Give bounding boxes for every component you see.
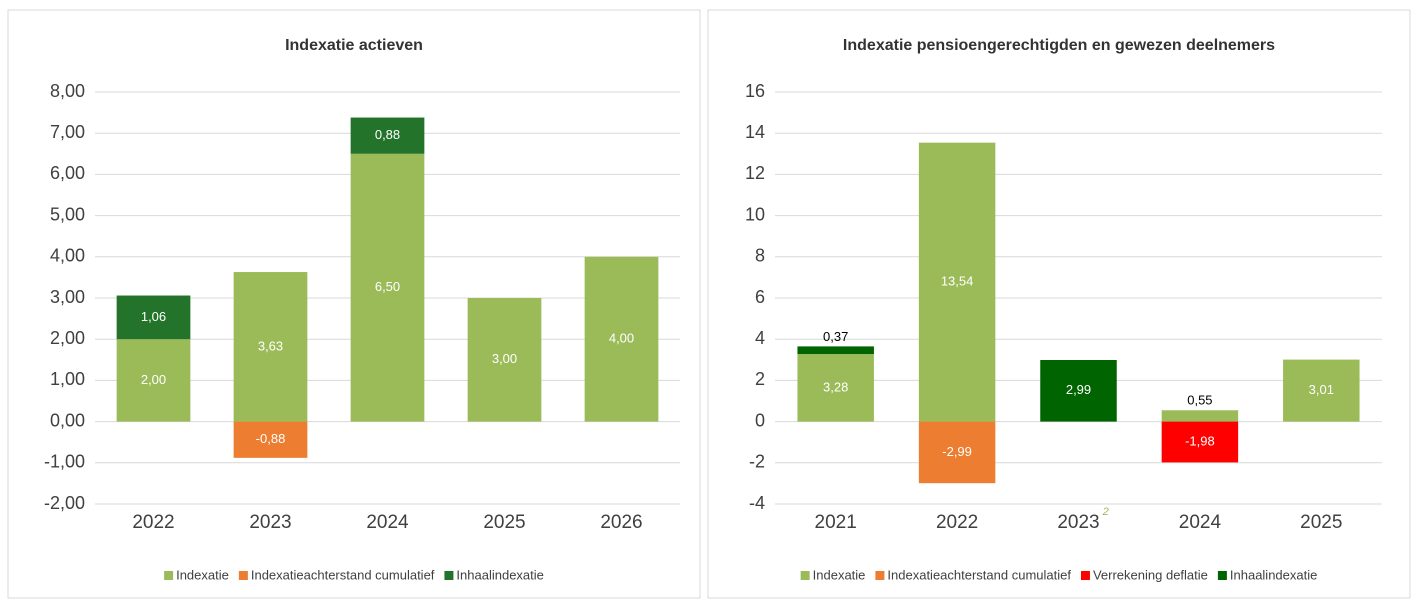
- data-label: 1,06: [141, 309, 166, 324]
- y-tick-label: 1,00: [50, 369, 85, 389]
- bar-segment: [918, 421, 996, 484]
- x-tick-label: 2025: [483, 512, 525, 533]
- y-tick-label: 4: [755, 328, 765, 348]
- data-label: 13,54: [941, 274, 974, 289]
- bar-segment: [584, 256, 659, 422]
- y-tick-label: -4: [749, 493, 765, 513]
- data-label: 4,00: [609, 331, 634, 346]
- bar-segment: [116, 339, 191, 422]
- legend-swatch: [164, 571, 174, 580]
- chart-title: Indexatie actieven: [285, 37, 423, 54]
- x-tick-label: 2024: [1179, 512, 1222, 533]
- legend-label: Indexatieachterstand cumulatief: [251, 567, 435, 582]
- data-label: 2,99: [1066, 382, 1091, 397]
- bar-segment: [797, 354, 874, 422]
- y-tick-label: 0,00: [50, 410, 85, 430]
- bar-segment: [1283, 359, 1360, 422]
- legend-label: Verrekening deflatie: [1093, 567, 1208, 582]
- data-label: 3,01: [1309, 382, 1334, 397]
- y-tick-label: 12: [745, 163, 765, 183]
- panel: [707, 9, 1411, 599]
- y-tick-label: 5,00: [50, 204, 85, 224]
- legend-label: Indexatie: [176, 567, 229, 582]
- bar-segment: [1161, 410, 1239, 422]
- x-tick-label: 2023: [249, 512, 291, 533]
- bar-segment: [1161, 421, 1239, 463]
- y-tick-label: -2,00: [44, 493, 85, 513]
- data-label: 2,00: [141, 372, 166, 387]
- legend-swatch: [1080, 571, 1090, 580]
- bar-segment: [233, 421, 308, 458]
- data-label: -2,99: [942, 444, 972, 459]
- legend-label: Indexatieachterstand cumulatief: [887, 567, 1071, 582]
- y-tick-label: 6,00: [50, 163, 85, 183]
- bar-segment: [918, 142, 996, 422]
- bar-segment: [467, 298, 542, 422]
- y-tick-label: 10: [745, 204, 765, 224]
- y-tick-label: -2: [749, 452, 765, 472]
- x-tick-label: 2023: [1057, 512, 1099, 533]
- data-label: 0,37: [823, 329, 848, 344]
- x-tick-label: 2021: [815, 512, 857, 533]
- bar-segment: [350, 153, 425, 422]
- y-tick-label: -1,00: [44, 452, 85, 472]
- legend-swatch: [875, 571, 885, 580]
- y-tick-label: 6: [755, 287, 765, 307]
- bar-segment: [116, 295, 191, 340]
- legend-label: Inhaalindexatie: [1230, 567, 1317, 582]
- bar-segment: [350, 117, 425, 154]
- x-tick-label: 2026: [600, 512, 642, 533]
- y-tick-label: 16: [745, 81, 765, 101]
- data-label: -1,98: [1185, 433, 1215, 448]
- y-tick-label: 3,00: [50, 287, 85, 307]
- data-label: -0,88: [256, 431, 286, 446]
- y-tick-label: 7,00: [50, 122, 85, 142]
- legend-label: Indexatie: [813, 567, 866, 582]
- legend-label: Inhaalindexatie: [456, 567, 543, 582]
- data-label: 3,00: [492, 351, 517, 366]
- data-label: 0,55: [1187, 393, 1212, 408]
- data-label: 0,88: [375, 127, 400, 142]
- y-tick-label: 4,00: [50, 246, 85, 266]
- bar-segment: [1040, 360, 1117, 422]
- y-tick-label: 0: [755, 410, 765, 430]
- chart-title: Indexatie pensioengerechtigden en geweze…: [843, 37, 1275, 54]
- data-label: 3,28: [823, 379, 848, 394]
- x-tick-label: 2022: [132, 512, 174, 533]
- legend-swatch: [800, 571, 810, 580]
- x-tick-label: 2022: [936, 512, 978, 533]
- x-tick-label: 2024: [366, 512, 409, 533]
- y-tick-label: 2: [755, 369, 765, 389]
- y-tick-label: 8,00: [50, 81, 85, 101]
- bar-segment: [233, 272, 308, 422]
- bar-segment: [797, 346, 874, 355]
- y-tick-label: 14: [745, 122, 765, 142]
- x-tick-label: 2025: [1300, 512, 1342, 533]
- y-tick-label: 8: [755, 246, 765, 266]
- footnote-mark: 2: [1102, 506, 1109, 518]
- data-label: 3,63: [258, 338, 283, 353]
- data-label: 6,50: [375, 279, 400, 294]
- legend-swatch: [238, 571, 248, 580]
- legend-swatch: [1217, 571, 1227, 580]
- y-tick-label: 2,00: [50, 328, 85, 348]
- legend-swatch: [444, 571, 454, 580]
